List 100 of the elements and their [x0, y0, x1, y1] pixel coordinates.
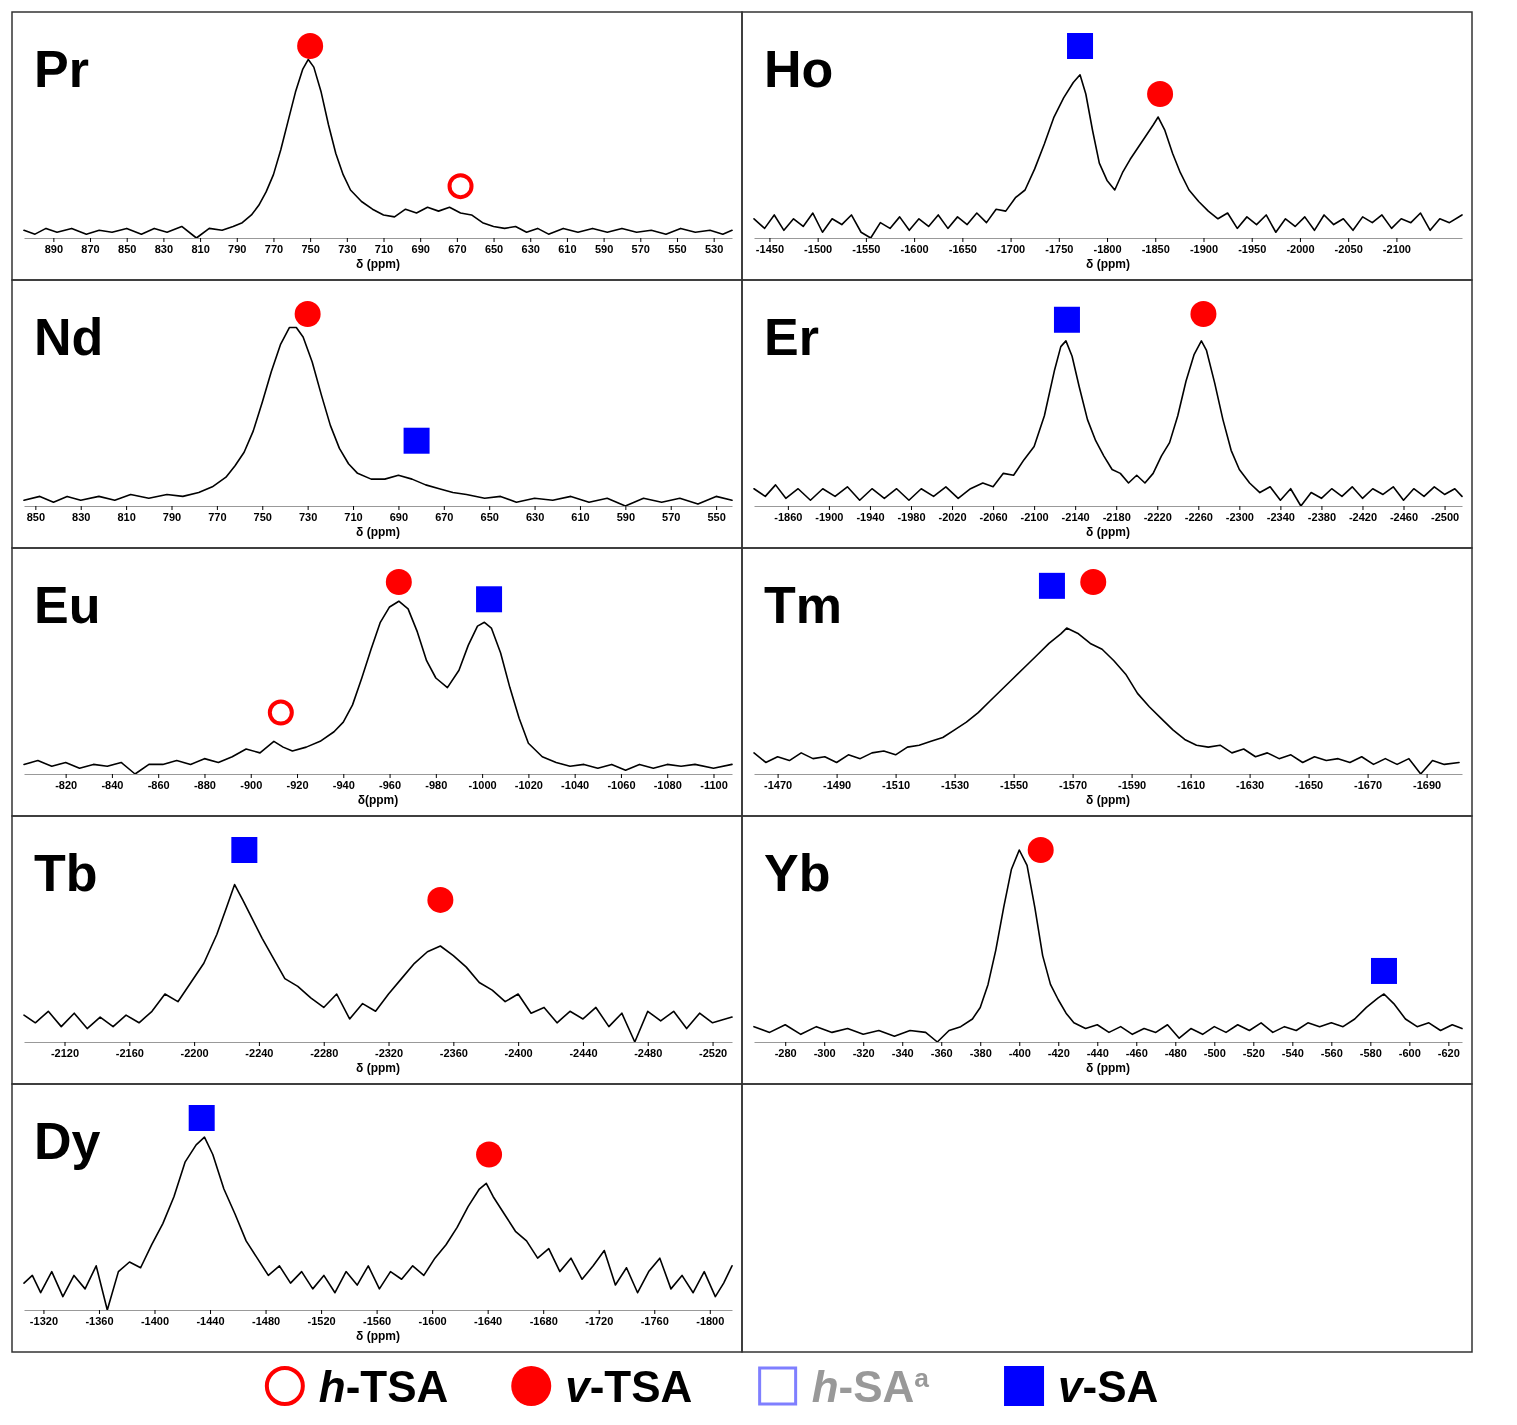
x-tick-label: -2060: [979, 510, 1008, 523]
x-tick-label: 570: [662, 510, 681, 523]
x-tick-label: -400: [1008, 1046, 1031, 1059]
x-tick-label: 750: [253, 510, 272, 523]
chart-title: Dy: [34, 1112, 101, 1170]
legend-label: h-TSA: [318, 1362, 449, 1411]
x-tick-label: -1680: [529, 1314, 558, 1327]
x-tick-label: -1320: [29, 1314, 59, 1327]
x-tick-label: -1360: [85, 1314, 114, 1327]
x-tick-label: 570: [631, 242, 650, 255]
x-tick-label: -420: [1047, 1046, 1070, 1059]
x-tick-label: 810: [117, 510, 136, 523]
x-tick-label: 730: [338, 242, 357, 255]
x-tick-label: -840: [101, 778, 124, 791]
x-tick-label: -2050: [1334, 242, 1363, 255]
chart-title: Tb: [34, 844, 98, 902]
x-tick-label: 870: [81, 242, 100, 255]
x-tick-label: -2300: [1225, 510, 1254, 523]
x-tick-label: -1900: [815, 510, 844, 523]
x-tick-label: -2400: [504, 1046, 533, 1059]
x-tick-label: -1020: [514, 778, 543, 791]
x-tick-label: -1980: [897, 510, 926, 523]
x-tick-label: -2220: [1143, 510, 1172, 523]
x-tick-label: -2000: [1286, 242, 1315, 255]
legend-label: h-SA$^{a}$: [811, 1362, 930, 1411]
x-tick-label: -980: [425, 778, 448, 791]
x-axis-title: δ (ppm): [1086, 525, 1130, 539]
x-tick-label: 590: [594, 242, 614, 255]
x-tick-label: -2280: [310, 1046, 339, 1059]
x-tick-label: -340: [891, 1046, 914, 1059]
x-tick-label: 770: [208, 510, 227, 523]
x-tick-label: 590: [616, 510, 636, 523]
x-tick-label: -1650: [1295, 778, 1324, 791]
x-tick-label: -380: [969, 1046, 992, 1059]
x-tick-label: -1640: [474, 1314, 503, 1327]
x-axis-title: δ (ppm): [356, 257, 400, 271]
x-tick-label: 850: [118, 242, 137, 255]
x-tick-label: -1550: [852, 242, 881, 255]
x-axis-title: δ (ppm): [356, 1329, 400, 1343]
x-tick-label: -1850: [1141, 242, 1170, 255]
x-tick-label: 770: [264, 242, 284, 255]
x-tick-label: 650: [480, 510, 499, 523]
x-tick-label: -2140: [1061, 510, 1090, 523]
x-tick-label: -1940: [856, 510, 885, 523]
x-tick-label: -2160: [115, 1046, 144, 1059]
x-tick-label: -580: [1359, 1046, 1382, 1059]
x-tick-label: -820: [55, 778, 78, 791]
x-tick-label: 690: [411, 242, 430, 255]
x-tick-label: 790: [228, 242, 247, 255]
x-tick-label: 690: [389, 510, 409, 523]
x-axis-title: δ (ppm): [1086, 1061, 1130, 1075]
x-tick-label: 850: [26, 510, 46, 523]
x-tick-label: -1630: [1236, 778, 1265, 791]
x-tick-label: -1100: [700, 778, 728, 791]
x-tick-label: -1800: [1093, 242, 1122, 255]
x-tick-label: -2240: [245, 1046, 274, 1059]
x-tick-label: 790: [162, 510, 182, 523]
x-tick-label: -1000: [468, 778, 497, 791]
x-tick-label: 650: [484, 242, 504, 255]
x-tick-label: -280: [774, 1046, 797, 1059]
x-tick-label: -880: [193, 778, 216, 791]
chart-title: Yb: [764, 844, 831, 902]
x-tick-label: -2320: [374, 1046, 404, 1059]
x-tick-label: 630: [521, 242, 540, 255]
chart-title: Ho: [764, 40, 834, 98]
x-tick-label: -1440: [196, 1314, 225, 1327]
x-tick-label: -1470: [764, 778, 793, 791]
x-tick-label: -920: [286, 778, 309, 791]
chart-title: Tm: [764, 576, 842, 634]
x-tick-label: -500: [1203, 1046, 1226, 1059]
x-axis-title: δ (ppm): [1086, 257, 1130, 271]
x-tick-label: -860: [147, 778, 170, 791]
x-tick-label: -1600: [900, 242, 929, 255]
x-tick-label: -1760: [640, 1314, 669, 1327]
x-tick-label: -1750: [1045, 242, 1074, 255]
x-tick-label: 670: [435, 510, 454, 523]
x-tick-label: 710: [344, 510, 363, 523]
x-tick-label: -1060: [607, 778, 636, 791]
x-tick-label: -2360: [439, 1046, 468, 1059]
legend-label: v-SA: [1058, 1362, 1159, 1411]
x-tick-label: -2100: [1020, 510, 1049, 523]
x-tick-label: -1900: [1189, 242, 1219, 255]
x-tick-label: -2480: [634, 1046, 663, 1059]
x-tick-label: 890: [44, 242, 64, 255]
x-tick-label: -2420: [1348, 510, 1378, 523]
x-tick-label: -1530: [941, 778, 970, 791]
x-tick-label: -2200: [180, 1046, 209, 1059]
x-tick-label: -2500: [1430, 510, 1460, 523]
x-tick-label: -1720: [585, 1314, 614, 1327]
x-tick-label: 610: [571, 510, 590, 523]
x-axis-title: δ (ppm): [356, 1061, 400, 1075]
x-tick-label: -1860: [774, 510, 803, 523]
x-tick-label: -1480: [251, 1314, 281, 1327]
x-tick-label: -520: [1242, 1046, 1265, 1059]
x-tick-label: -620: [1437, 1046, 1460, 1059]
x-tick-label: 630: [525, 510, 545, 523]
x-tick-label: -1560: [363, 1314, 392, 1327]
chart-title: Eu: [34, 576, 101, 634]
x-tick-label: -1550: [1000, 778, 1029, 791]
x-tick-label: -900: [240, 778, 263, 791]
